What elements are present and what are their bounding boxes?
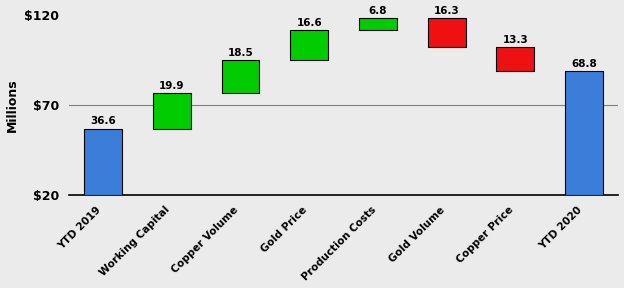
Bar	[497, 48, 534, 71]
Text: 18.5: 18.5	[228, 48, 253, 58]
Text: 36.6: 36.6	[90, 116, 116, 126]
Bar	[153, 93, 191, 129]
Text: 19.9: 19.9	[159, 81, 185, 91]
Bar	[290, 31, 328, 60]
Bar	[359, 18, 397, 31]
Bar	[84, 129, 122, 195]
Text: 68.8: 68.8	[571, 59, 597, 69]
Text: 16.3: 16.3	[434, 5, 459, 16]
Bar	[428, 18, 466, 48]
Text: 6.8: 6.8	[369, 5, 388, 16]
Bar	[565, 71, 603, 195]
Text: 13.3: 13.3	[502, 35, 529, 45]
Y-axis label: Millions: Millions	[6, 78, 19, 132]
Bar	[222, 60, 260, 93]
Text: 16.6: 16.6	[296, 18, 322, 28]
